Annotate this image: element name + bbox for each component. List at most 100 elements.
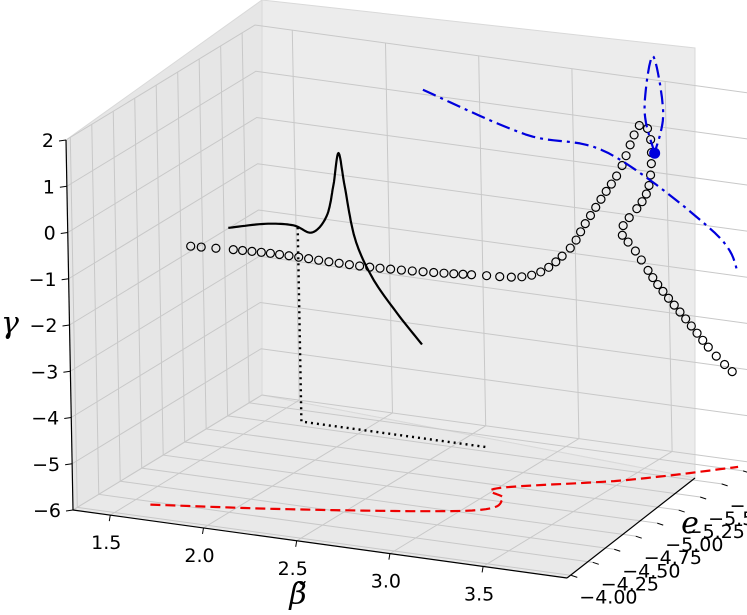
data-series xyxy=(150,54,740,513)
z-tick-label: −1 xyxy=(29,269,57,291)
x-tick-label: 3.5 xyxy=(464,583,494,605)
data-point-marker xyxy=(601,186,611,196)
data-point-marker xyxy=(641,189,651,199)
data-point-marker xyxy=(256,247,266,257)
z-tick-label: 1 xyxy=(43,176,55,198)
data-point-marker xyxy=(314,255,324,265)
data-point-marker xyxy=(653,279,663,290)
data-point-marker xyxy=(643,265,653,275)
y-tick-label: −5.50 xyxy=(708,508,747,530)
data-point-marker xyxy=(645,170,656,180)
data-point-marker xyxy=(692,328,702,338)
z-tick-mark xyxy=(58,139,67,142)
data-point-marker xyxy=(344,260,354,270)
y-tick-mark xyxy=(678,509,685,513)
z-axis-label: γ xyxy=(1,306,19,341)
data-point-marker xyxy=(304,254,314,264)
data-point-marker xyxy=(274,249,285,260)
data-point-marker xyxy=(527,270,537,280)
data-point-marker xyxy=(506,272,516,282)
data-point-marker xyxy=(621,151,631,161)
data-point-marker xyxy=(681,314,691,324)
z-grid-line xyxy=(66,70,747,187)
data-point-marker xyxy=(247,246,257,256)
z-tick-label: −6 xyxy=(33,500,61,522)
data-point-marker xyxy=(237,245,248,256)
x-tick-mark xyxy=(201,527,204,535)
data-point-marker xyxy=(324,257,334,267)
data-point-marker xyxy=(571,235,581,245)
series-line-3 xyxy=(643,54,665,154)
data-point-marker xyxy=(186,241,196,251)
z-tick-label: 2 xyxy=(42,130,54,152)
data-point-marker xyxy=(591,202,601,212)
data-point-marker xyxy=(630,246,641,256)
data-point-marker xyxy=(611,171,622,181)
x-tick-label: 1.5 xyxy=(91,532,121,554)
z-tick-mark xyxy=(65,463,73,466)
x-tick-label: 2.5 xyxy=(278,558,308,580)
z-tick-mark xyxy=(65,509,74,512)
highlight-point xyxy=(649,147,661,159)
data-point-marker xyxy=(648,272,658,283)
y-tick-mark xyxy=(635,535,642,539)
data-point-marker xyxy=(429,267,439,278)
data-point-marker xyxy=(334,258,344,268)
x-axis-line xyxy=(72,509,568,579)
y-tick-mark xyxy=(721,483,728,487)
data-point-marker xyxy=(557,251,567,261)
data-point-marker xyxy=(636,255,646,265)
y-axis-label: e xyxy=(681,506,699,541)
data-point-marker xyxy=(675,307,685,317)
y-tick-label: −5.25 xyxy=(687,521,745,543)
z-tick-mark xyxy=(62,324,70,327)
data-point-marker xyxy=(637,197,647,207)
data-point-marker xyxy=(575,227,586,237)
series-line-5 xyxy=(296,227,488,449)
data-point-marker xyxy=(365,262,375,272)
data-point-marker xyxy=(439,268,449,278)
z-grid-line xyxy=(72,394,747,511)
data-point-marker xyxy=(634,120,644,131)
y-tick-label: −4.00 xyxy=(579,586,637,608)
y-tick-label: −4.25 xyxy=(601,573,659,595)
data-point-marker xyxy=(606,179,616,189)
data-point-marker xyxy=(536,267,546,277)
series-line-0 xyxy=(228,152,423,346)
data-point-marker xyxy=(629,130,639,140)
data-point-marker xyxy=(580,219,590,229)
data-point-marker xyxy=(585,210,596,221)
data-point-marker xyxy=(727,367,737,377)
y-tick-mark xyxy=(742,470,747,473)
x-tick-mark xyxy=(388,553,391,560)
z-tick-label: −2 xyxy=(29,315,57,337)
data-point-marker xyxy=(517,272,527,282)
y-tick-mark xyxy=(700,496,707,500)
data-point-marker xyxy=(396,265,406,275)
y-tick-mark xyxy=(571,574,578,578)
data-point-marker xyxy=(618,221,628,231)
data-point-marker xyxy=(211,243,221,253)
data-point-marker xyxy=(551,257,561,267)
z-grid-line xyxy=(65,24,747,141)
x-tick-mark xyxy=(295,540,298,547)
y-tick-mark xyxy=(657,522,664,526)
data-point-marker xyxy=(385,264,396,274)
z-grid-line xyxy=(68,163,747,280)
data-point-marker xyxy=(703,342,713,352)
series-line-2 xyxy=(422,88,740,274)
z-grid-line xyxy=(69,209,747,326)
y-tick-mark xyxy=(592,561,599,565)
data-point-marker xyxy=(617,160,627,171)
data-point-marker xyxy=(625,140,635,150)
x-tick-mark xyxy=(108,515,111,522)
series-line-4 xyxy=(150,465,739,513)
data-point-marker xyxy=(196,242,206,252)
data-point-marker xyxy=(355,261,365,271)
z-tick-mark xyxy=(61,278,69,281)
z-tick-mark xyxy=(60,232,68,234)
y-tick-label: −5.75 xyxy=(730,495,747,517)
data-point-marker xyxy=(482,271,492,281)
data-point-marker xyxy=(624,212,634,223)
